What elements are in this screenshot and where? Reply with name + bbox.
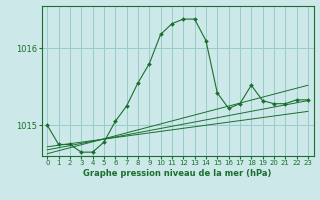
X-axis label: Graphe pression niveau de la mer (hPa): Graphe pression niveau de la mer (hPa) — [84, 169, 272, 178]
